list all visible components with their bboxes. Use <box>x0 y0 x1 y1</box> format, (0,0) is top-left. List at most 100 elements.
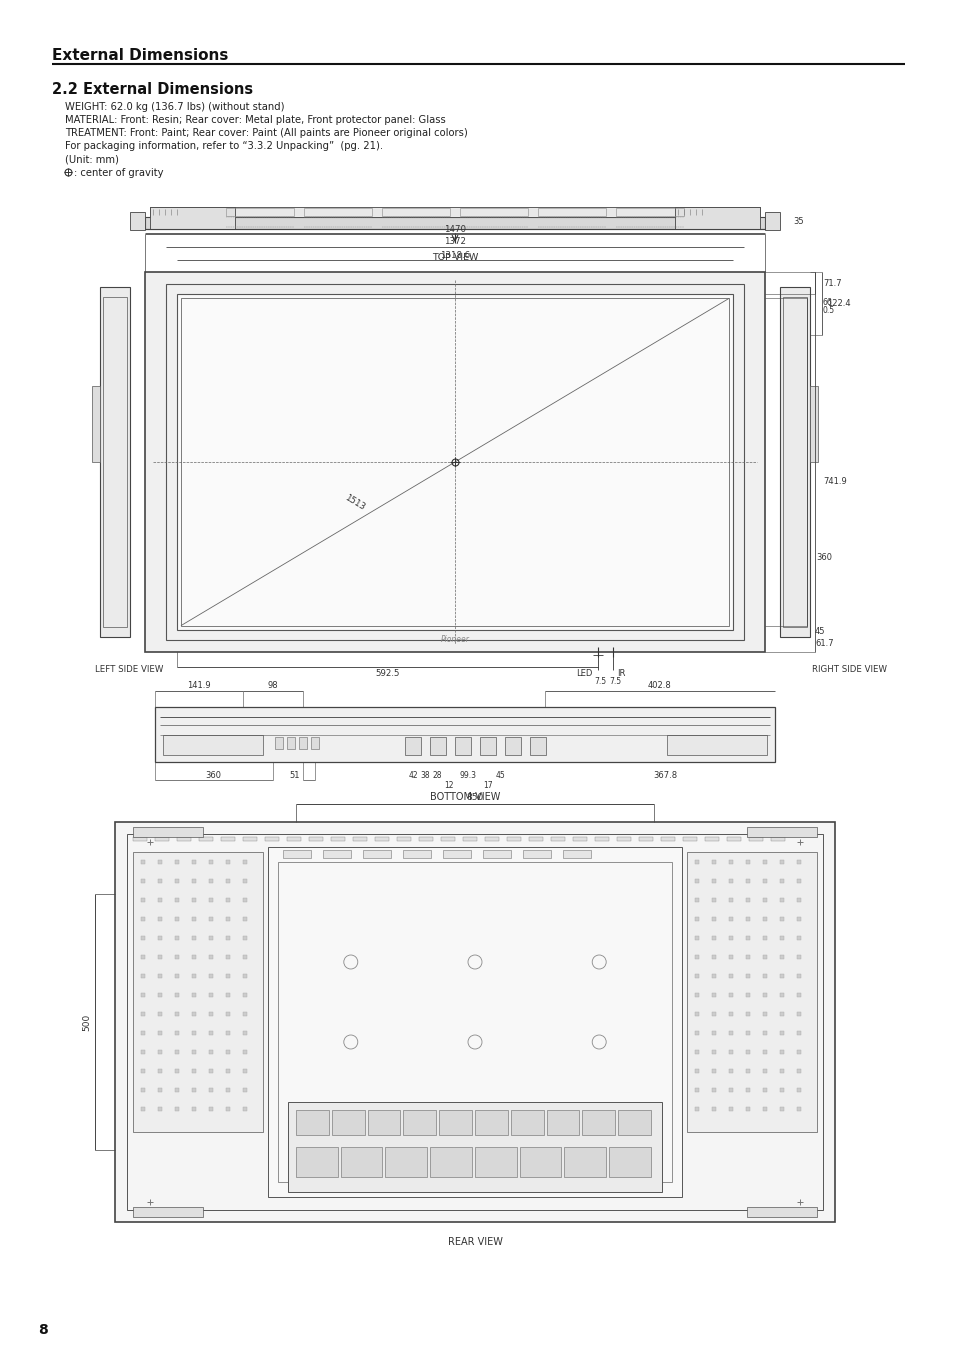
Bar <box>551 838 564 842</box>
Bar <box>283 850 311 858</box>
Text: BOTTOM VIEW: BOTTOM VIEW <box>430 792 499 802</box>
Text: REAR VIEW: REAR VIEW <box>447 1238 502 1247</box>
Bar <box>287 838 301 842</box>
Bar <box>616 208 683 216</box>
Text: WEIGHT: 62.0 kg (136.7 lbs) (without stand): WEIGHT: 62.0 kg (136.7 lbs) (without sta… <box>65 101 284 112</box>
Bar <box>462 838 476 842</box>
Bar <box>506 838 520 842</box>
Bar <box>363 850 391 858</box>
Bar <box>304 208 372 216</box>
Bar <box>181 299 728 626</box>
Bar <box>150 207 760 218</box>
Bar <box>522 850 551 858</box>
Bar <box>510 1111 543 1135</box>
Bar <box>274 738 283 748</box>
Bar <box>381 208 450 216</box>
Bar <box>809 386 817 462</box>
Bar <box>145 218 764 230</box>
Bar <box>618 1111 650 1135</box>
Bar <box>145 272 764 653</box>
Bar <box>455 738 471 755</box>
Bar <box>132 852 263 1132</box>
Bar <box>331 838 345 842</box>
Text: 51: 51 <box>290 771 300 781</box>
Bar <box>573 838 586 842</box>
Bar <box>617 838 630 842</box>
Text: 1318.6: 1318.6 <box>439 250 470 259</box>
Bar <box>226 208 294 216</box>
Bar <box>177 838 191 842</box>
Bar <box>132 1206 203 1217</box>
Bar <box>562 850 590 858</box>
Text: External Dimensions: External Dimensions <box>52 49 228 63</box>
Bar <box>440 838 455 842</box>
Bar <box>675 207 760 230</box>
Bar <box>268 847 681 1197</box>
Bar <box>340 1147 382 1177</box>
Text: 122.4: 122.4 <box>826 299 850 308</box>
Bar <box>132 827 203 838</box>
Text: 2.2 External Dimensions: 2.2 External Dimensions <box>52 82 253 97</box>
Bar <box>475 1111 507 1135</box>
Bar <box>367 1111 400 1135</box>
Text: 45: 45 <box>814 627 824 636</box>
Bar <box>442 850 471 858</box>
Text: 360: 360 <box>815 553 831 562</box>
Bar <box>295 1147 337 1177</box>
Text: 141.9: 141.9 <box>187 681 211 689</box>
Text: 7.5: 7.5 <box>609 677 621 686</box>
Text: 1470: 1470 <box>443 224 465 234</box>
Bar <box>150 207 234 230</box>
Bar <box>385 1147 427 1177</box>
Bar <box>176 295 732 630</box>
Bar <box>430 738 446 755</box>
Text: : center of gravity: : center of gravity <box>74 168 163 178</box>
Text: For packaging information, refer to “3.3.2 Unpacking”  (pg. 21).: For packaging information, refer to “3.3… <box>65 141 383 151</box>
Bar <box>746 1206 816 1217</box>
Text: 71.7: 71.7 <box>822 278 841 288</box>
Bar <box>163 735 263 755</box>
Bar <box>154 838 169 842</box>
Text: 12: 12 <box>444 781 454 790</box>
Bar <box>482 850 511 858</box>
Bar <box>475 1147 517 1177</box>
Bar <box>609 1147 650 1177</box>
Bar <box>130 212 145 230</box>
Text: 402.8: 402.8 <box>647 681 671 689</box>
Bar <box>666 735 766 755</box>
Bar <box>298 738 307 748</box>
Bar <box>100 286 130 638</box>
Bar <box>405 738 420 755</box>
Bar <box>403 1111 436 1135</box>
Bar <box>530 738 545 755</box>
Bar <box>770 838 784 842</box>
Bar <box>287 738 294 748</box>
Text: 0.5: 0.5 <box>822 305 834 315</box>
Bar <box>595 838 608 842</box>
Bar <box>529 838 542 842</box>
Bar <box>353 838 367 842</box>
Text: 1513: 1513 <box>343 493 366 512</box>
Bar <box>166 285 743 639</box>
Text: RIGHT SIDE VIEW: RIGHT SIDE VIEW <box>812 666 886 674</box>
Bar <box>132 838 147 842</box>
Bar <box>479 738 496 755</box>
Bar <box>323 850 351 858</box>
Text: 1372: 1372 <box>443 238 465 246</box>
Bar <box>504 738 520 755</box>
Bar <box>764 212 780 230</box>
Text: 61.7: 61.7 <box>814 639 833 648</box>
Bar <box>682 838 697 842</box>
Bar <box>639 838 652 842</box>
Text: Pioneer: Pioneer <box>440 635 469 644</box>
Bar <box>265 838 278 842</box>
Text: 45: 45 <box>496 771 505 781</box>
Bar <box>519 1147 561 1177</box>
Bar <box>221 838 234 842</box>
Bar <box>484 838 498 842</box>
Text: IR: IR <box>617 670 625 678</box>
Text: TOP VIEW: TOP VIEW <box>432 253 477 262</box>
Bar <box>459 208 527 216</box>
Text: 99.3: 99.3 <box>459 771 476 781</box>
Bar <box>430 1147 472 1177</box>
